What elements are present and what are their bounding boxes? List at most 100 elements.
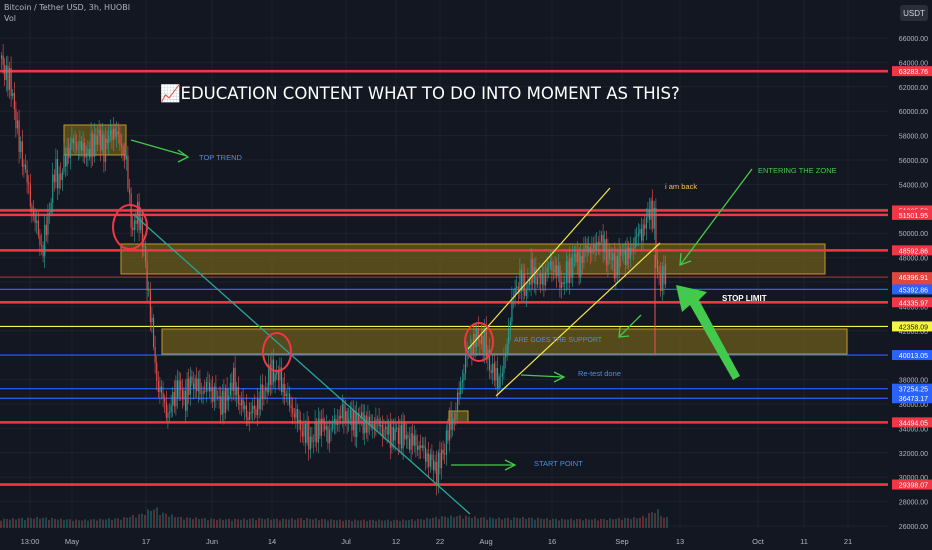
candle-body [453, 418, 455, 420]
volume-bar [612, 519, 614, 528]
volume-bar [642, 515, 644, 528]
candle-body [7, 65, 9, 90]
candle-body [84, 142, 86, 158]
candle-body [170, 405, 172, 412]
candle-body [122, 146, 124, 155]
volume-bar [285, 519, 287, 528]
volume-bar [330, 519, 332, 528]
candle-body [481, 335, 483, 344]
candle-body [103, 134, 105, 162]
candle-body [298, 420, 300, 424]
volume-bar [621, 519, 623, 528]
candle-body [306, 422, 308, 443]
candle-body [505, 354, 507, 358]
candle-body [268, 364, 270, 393]
volume-bar [489, 517, 491, 528]
label-support: ARE GOES THE SUPPORT [514, 337, 603, 344]
candle-body [193, 383, 195, 389]
candle-body [375, 418, 377, 430]
candle-body [548, 266, 550, 268]
price-axis[interactable]: 26000.00 28000.00 30000.00 32000.00 34000.00… [888, 0, 932, 550]
candle-body [578, 251, 580, 277]
candle-body [357, 412, 359, 422]
volume-bar [123, 517, 125, 528]
candle-body [42, 245, 44, 257]
candle-body [1, 55, 3, 59]
volume-bar [633, 517, 635, 528]
candle-body [316, 421, 318, 443]
candle-body [321, 418, 323, 436]
price-tick-label: 58000.00 [899, 134, 928, 141]
volume-bar [354, 519, 356, 528]
price-tick-label: 44000.00 [899, 304, 928, 311]
candle-body [498, 376, 500, 389]
candle-body [645, 217, 647, 229]
volume-bar [276, 518, 278, 528]
volume-bar [246, 519, 248, 528]
candle-body [165, 401, 167, 418]
candle-body [428, 453, 430, 467]
volume-bar [333, 520, 335, 528]
candle-body [580, 256, 582, 277]
candle-body [261, 384, 263, 400]
time-axis[interactable]: 13:00 May 17 Jun 14 Jul 12 22 Aug 16 Sep 13 Oct 11 21 [0, 528, 888, 550]
candle-body [473, 333, 475, 355]
candle-body [319, 418, 321, 436]
candle-body [244, 405, 246, 410]
candle-body [610, 258, 612, 261]
candle-body [313, 441, 315, 442]
candle-body [429, 454, 431, 467]
candle-body [279, 367, 281, 381]
candle-body [225, 388, 227, 413]
volume-bar [252, 518, 254, 528]
candle-body [293, 413, 295, 418]
candle-body [436, 461, 438, 485]
candle-body [194, 378, 196, 389]
arrow-top-trend [130, 139, 190, 163]
volume-bar [507, 517, 509, 528]
volume-bar [426, 517, 428, 528]
candle-body [385, 426, 387, 430]
candle-body [215, 386, 217, 397]
time-tick-label: 12 [392, 537, 400, 546]
candle-body [196, 378, 198, 392]
candle-body [415, 435, 417, 446]
volume-bar [468, 516, 470, 528]
candle-body [503, 357, 505, 373]
candle-body [281, 367, 283, 393]
currency-badge[interactable] [900, 5, 928, 21]
volume-bar [300, 518, 302, 528]
candle-body [63, 153, 65, 172]
volume-bar [192, 519, 194, 528]
volume-bar [615, 518, 617, 528]
candle-body [209, 382, 211, 392]
candle-body [445, 430, 447, 455]
volume-bar [87, 520, 89, 528]
volume-bar [219, 518, 221, 528]
candle-body [169, 411, 171, 413]
volume-bar [255, 520, 257, 528]
candle-body [345, 411, 347, 423]
candle-body [629, 248, 631, 259]
volume-bar [597, 520, 599, 528]
candle-body [45, 224, 47, 235]
level-price-label: 37254.25 [899, 387, 928, 394]
candle-body [665, 263, 667, 285]
level-price-label: 44335.97 [899, 300, 928, 307]
candle-body [335, 418, 337, 426]
candle-body [39, 235, 41, 246]
volume-bar [534, 519, 536, 528]
candle-body [317, 418, 319, 443]
volume-bar [399, 520, 401, 528]
candle-body [249, 412, 251, 420]
currency-label: USDT [903, 9, 925, 18]
candle-body [373, 423, 375, 430]
candle-body [116, 131, 118, 137]
volume-bar [171, 514, 173, 528]
candle-body [311, 436, 313, 442]
volume-bar [258, 517, 260, 528]
candle-body [463, 373, 465, 380]
volume-bar [462, 518, 464, 528]
candle-body [404, 422, 406, 440]
